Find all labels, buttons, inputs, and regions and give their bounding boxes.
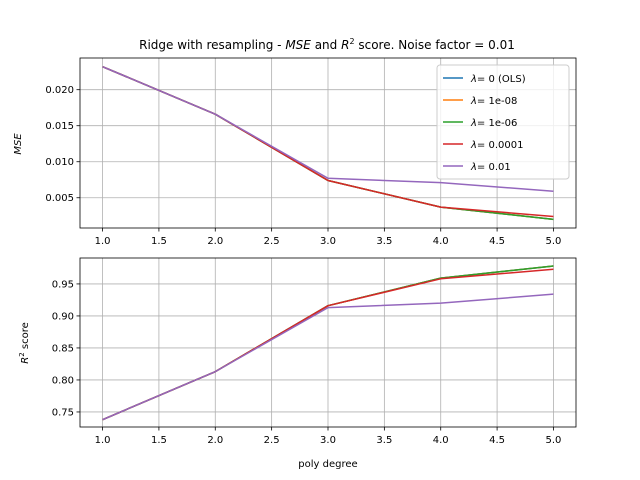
y-tick-label: 0.020 — [45, 85, 74, 96]
mse-series-group — [102, 65, 554, 221]
y-tick-label: 0.010 — [45, 157, 74, 168]
x-tick-label: 2.0 — [207, 236, 223, 247]
x-tick-label: 1.0 — [95, 236, 111, 247]
x-tick-label: 1.0 — [95, 435, 111, 446]
mse-panel: 1.0 1.5 2.0 2.5 3.0 3.5 4.0 4.5 5.0 0.0050.0100.… — [13, 57, 577, 247]
r2-grid — [80, 258, 576, 427]
legend-lambda: λ — [470, 118, 477, 129]
series-line-4 — [102, 65, 554, 193]
x-tick-label: 3.5 — [376, 236, 392, 247]
x-tick-label: 5.0 — [546, 236, 562, 247]
legend-series-name: = 1e-06 — [477, 118, 517, 129]
legend-entry: λ= 1e-06 — [443, 118, 517, 129]
r2-panel: 1.0 1.5 2.0 2.5 3.0 3.5 4.0 4.5 5.0 0.75 0.80 0.85… — [18, 257, 577, 470]
legend-entry: λ= 1e-08 — [443, 96, 517, 107]
r2-y-axis-label: R2 score — [18, 322, 31, 363]
x-tick-label: 4.0 — [433, 435, 449, 446]
legend-series-name: = 0.01 — [477, 162, 511, 173]
legend-label: λ= 0 (OLS) — [470, 74, 526, 85]
chart-title: Ridge with resampling - MSE and R2 score… — [139, 37, 515, 52]
r2-x-ticks: 1.0 1.5 2.0 2.5 3.0 3.5 4.0 4.5 5.0 — [95, 427, 562, 446]
mse-y-ticks: 0.005 0.010 0.015 0.020 — [45, 85, 80, 204]
legend-label: λ= 1e-08 — [470, 96, 517, 107]
y-tick-label: 0.015 — [45, 121, 74, 132]
x-tick-label: 3.5 — [376, 435, 392, 446]
mse-x-ticks: 1.0 1.5 2.0 2.5 3.0 3.5 4.0 4.5 5.0 — [95, 228, 562, 247]
series-line-4 — [102, 293, 554, 421]
x-tick-label: 1.5 — [151, 435, 167, 446]
legend-lambda: λ — [470, 140, 477, 151]
legend-series-name: = 0.0001 — [477, 140, 524, 151]
x-tick-label: 2.5 — [264, 435, 280, 446]
legend-series-name: = 1e-08 — [477, 96, 517, 107]
legend-lambda: λ — [470, 162, 477, 173]
x-tick-label: 4.5 — [489, 435, 505, 446]
x-tick-label: 2.0 — [207, 435, 223, 446]
r2-y-ticks: 0.75 0.80 0.85 0.90 0.95 — [52, 279, 80, 418]
legend-label: λ= 1e-06 — [470, 118, 517, 129]
mse-y-axis-label: MSE — [13, 133, 24, 155]
legend-series-name: = 0 (OLS) — [477, 74, 526, 85]
x-tick-label: 3.0 — [320, 236, 336, 247]
y-tick-label: 0.75 — [52, 407, 74, 418]
y-tick-label: 0.90 — [52, 311, 74, 322]
legend-label: λ= 0.0001 — [470, 140, 523, 151]
legend-lambda: λ — [470, 96, 477, 107]
x-tick-label: 2.5 — [264, 236, 280, 247]
y-tick-label: 0.005 — [45, 193, 74, 204]
legend-entry: λ= 0.0001 — [443, 140, 523, 151]
legend-entry: λ= 0.01 — [443, 162, 511, 173]
x-tick-label: 3.0 — [320, 435, 336, 446]
y-tick-label: 0.80 — [52, 375, 74, 386]
x-tick-label: 1.5 — [151, 236, 167, 247]
y-tick-label: 0.85 — [52, 343, 74, 354]
legend-lambda: λ — [470, 74, 477, 85]
y-tick-label: 0.95 — [52, 279, 74, 290]
x-axis-label: poly degree — [298, 459, 357, 470]
legend-box — [436, 64, 570, 180]
x-tick-label: 4.5 — [489, 236, 505, 247]
legend-entry: λ= 0 (OLS) — [443, 74, 526, 85]
x-tick-label: 5.0 — [546, 435, 562, 446]
x-tick-label: 4.0 — [433, 236, 449, 247]
r2-series-group — [102, 265, 554, 421]
legend-label: λ= 0.01 — [470, 162, 511, 173]
